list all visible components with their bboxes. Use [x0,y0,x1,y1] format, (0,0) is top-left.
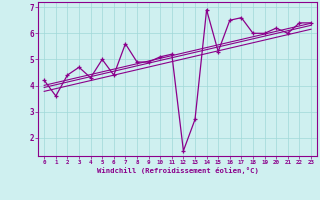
X-axis label: Windchill (Refroidissement éolien,°C): Windchill (Refroidissement éolien,°C) [97,167,259,174]
